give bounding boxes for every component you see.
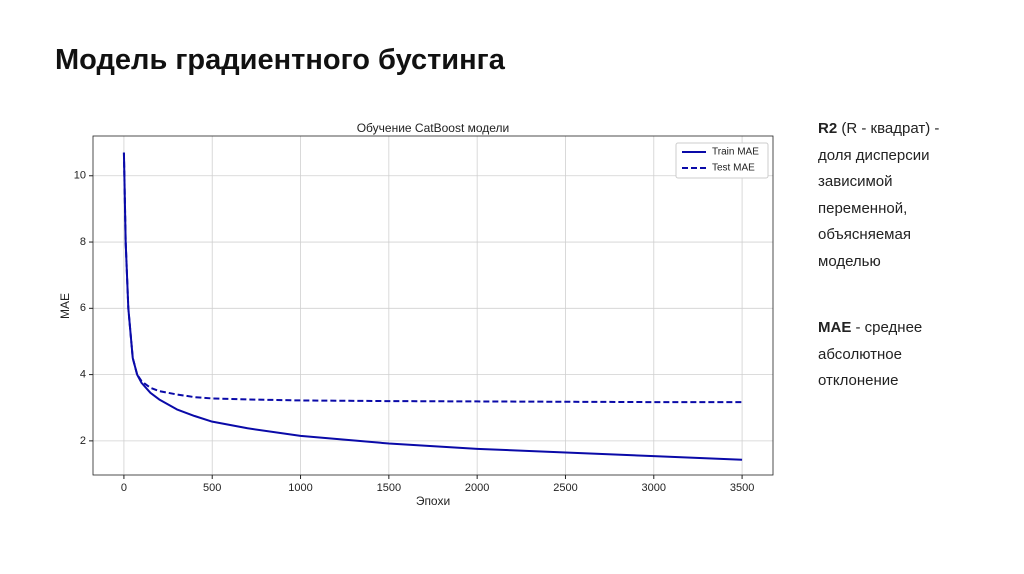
- note: R2 (R - квадрат) - доля дисперсии зависи…: [818, 116, 968, 275]
- series-line: [122, 152, 743, 461]
- x-tick-label: 0: [121, 482, 127, 494]
- note-term: MAE: [818, 319, 852, 336]
- plot-frame: [92, 135, 774, 476]
- y-tick-label: 8: [80, 236, 86, 248]
- x-tick-label: 1500: [377, 482, 401, 494]
- note: MAE - среднее абсолютное отклонение: [818, 315, 968, 395]
- legend-label: Test MAE: [712, 163, 755, 174]
- x-tick-label: 2500: [553, 482, 577, 494]
- y-tick-label: 10: [74, 170, 86, 182]
- x-tick-label: 3000: [642, 482, 666, 494]
- chart: Обучение CatBoost модели Эпохи MAE 0 500 1…: [58, 121, 774, 508]
- y-tick-label: 2: [80, 435, 86, 447]
- series-line: [122, 152, 743, 404]
- x-tick-label: 1000: [288, 482, 312, 494]
- y-tick-label: 4: [80, 368, 86, 380]
- note-text: (R - квадрат) - доля дисперсии зависимой…: [818, 120, 940, 270]
- slide-title: Модель градиентного бустинга: [55, 44, 505, 76]
- x-tick-label: 500: [203, 482, 221, 494]
- legend-label: Train MAE: [712, 147, 759, 158]
- chart-title: Обучение CatBoost модели: [357, 121, 510, 135]
- x-tick-label: 3500: [730, 482, 754, 494]
- notes: R2 (R - квадрат) - доля дисперсии зависи…: [818, 116, 968, 435]
- x-tick-label: 2000: [465, 482, 489, 494]
- note-text: - среднее абсолютное отклонение: [818, 319, 923, 389]
- x-axis-label: Эпохи: [416, 494, 450, 508]
- note-term: R2: [818, 120, 838, 137]
- y-tick-label: 6: [80, 302, 86, 314]
- y-axis-label: MAE: [58, 293, 72, 319]
